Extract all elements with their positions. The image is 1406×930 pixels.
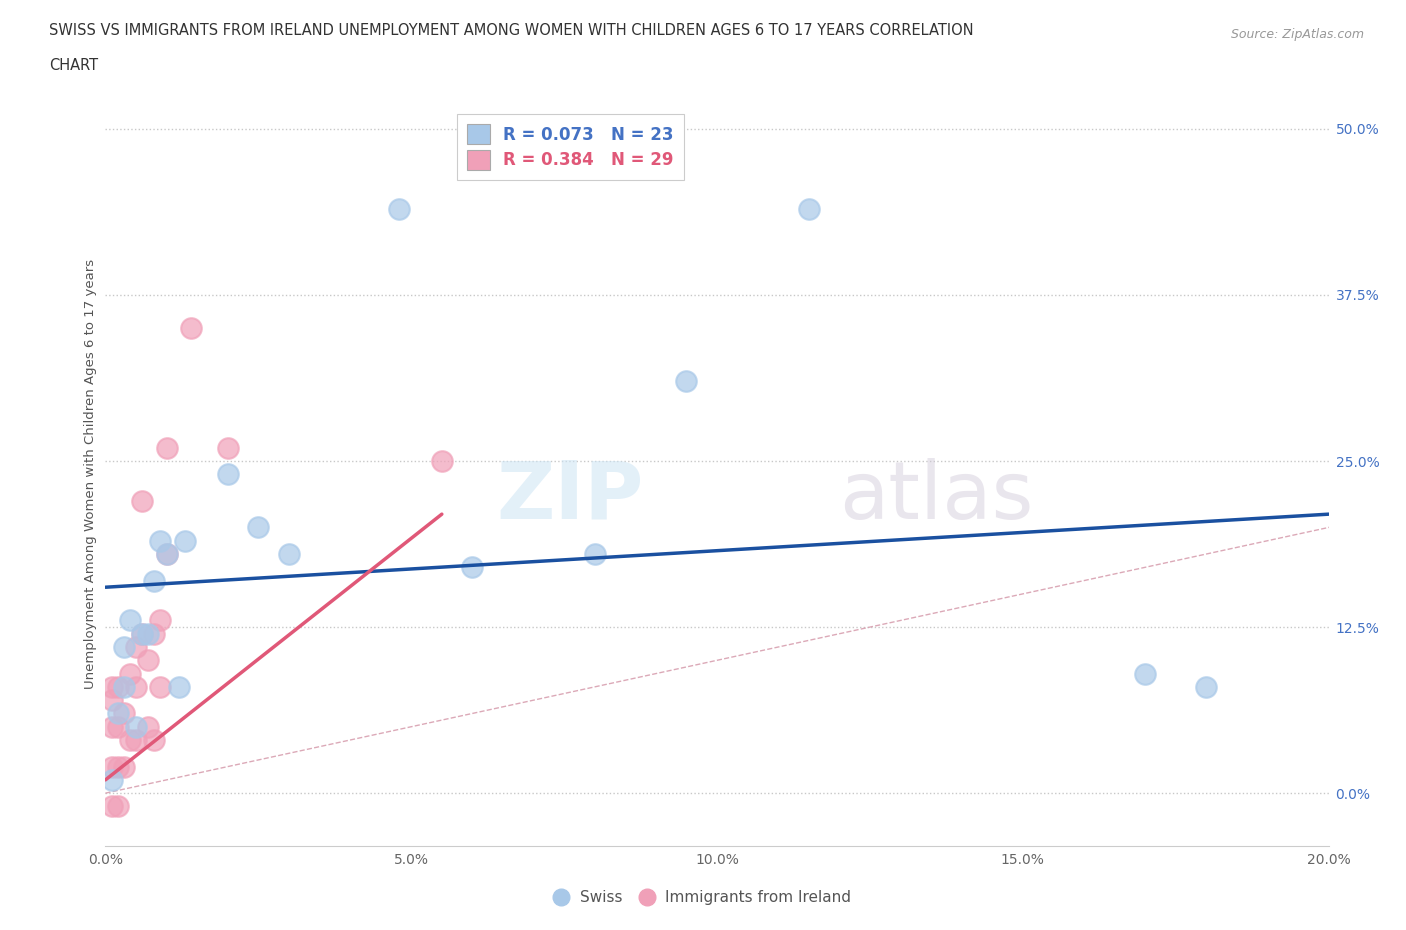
Point: [100, 773, 122, 788]
Point: [112, 706, 135, 721]
Point: [1133, 666, 1156, 681]
Point: [107, 706, 129, 721]
Point: [149, 680, 172, 695]
Point: [174, 533, 197, 548]
Point: [217, 467, 239, 482]
Point: [100, 680, 122, 695]
Point: [143, 573, 166, 588]
Point: [107, 799, 129, 814]
Point: [131, 626, 153, 641]
Point: [247, 520, 270, 535]
Point: [118, 666, 141, 681]
Point: [112, 640, 135, 655]
Point: [125, 733, 148, 748]
Point: [107, 680, 129, 695]
Point: [118, 613, 141, 628]
Point: [125, 719, 148, 734]
Point: [131, 626, 153, 641]
Point: [112, 680, 135, 695]
Point: [583, 547, 606, 562]
Legend: Swiss, Immigrants from Ireland: Swiss, Immigrants from Ireland: [548, 884, 858, 911]
Text: ZIP: ZIP: [496, 458, 644, 536]
Point: [100, 759, 122, 774]
Point: [143, 733, 166, 748]
Point: [1195, 680, 1218, 695]
Point: [100, 719, 122, 734]
Point: [797, 201, 820, 216]
Point: [388, 201, 411, 216]
Point: [430, 454, 453, 469]
Point: [125, 680, 148, 695]
Point: [118, 733, 141, 748]
Point: [149, 533, 172, 548]
Point: [136, 653, 159, 668]
Point: [136, 719, 159, 734]
Point: [675, 374, 697, 389]
Point: [149, 613, 172, 628]
Point: [155, 547, 177, 562]
Point: [100, 799, 122, 814]
Point: [112, 759, 135, 774]
Point: [155, 547, 177, 562]
Point: [131, 494, 153, 509]
Point: [107, 719, 129, 734]
Point: [217, 440, 239, 455]
Text: SWISS VS IMMIGRANTS FROM IRELAND UNEMPLOYMENT AMONG WOMEN WITH CHILDREN AGES 6 T: SWISS VS IMMIGRANTS FROM IRELAND UNEMPLO…: [49, 23, 974, 38]
Y-axis label: Unemployment Among Women with Children Ages 6 to 17 years: Unemployment Among Women with Children A…: [84, 259, 97, 689]
Legend: R = 0.073   N = 23, R = 0.384   N = 29: R = 0.073 N = 23, R = 0.384 N = 29: [457, 114, 683, 179]
Point: [278, 547, 301, 562]
Point: [167, 680, 190, 695]
Text: Source: ZipAtlas.com: Source: ZipAtlas.com: [1230, 28, 1364, 41]
Point: [100, 693, 122, 708]
Point: [125, 640, 148, 655]
Point: [136, 626, 159, 641]
Point: [461, 560, 484, 575]
Text: CHART: CHART: [49, 58, 98, 73]
Text: atlas: atlas: [839, 458, 1033, 536]
Point: [155, 440, 177, 455]
Point: [143, 626, 166, 641]
Point: [180, 321, 202, 336]
Point: [107, 759, 129, 774]
